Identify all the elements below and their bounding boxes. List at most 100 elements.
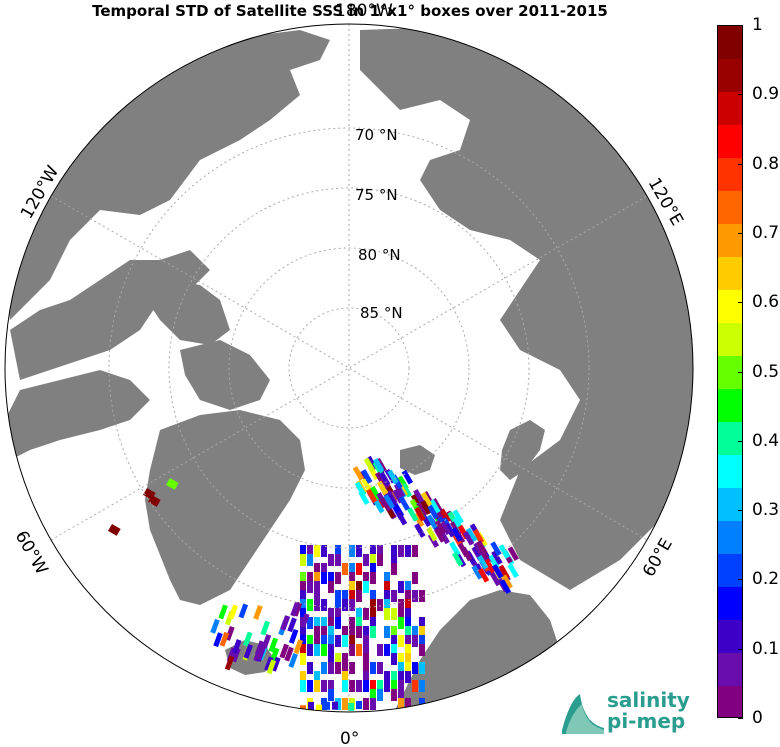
std-cell	[401, 469, 414, 485]
std-cell	[307, 617, 313, 629]
std-cell	[300, 613, 310, 629]
std-cell	[471, 564, 483, 580]
std-cell	[316, 704, 322, 712]
std-cell	[261, 633, 272, 649]
std-cell	[490, 541, 502, 556]
lon-label-180w: 180°W	[335, 1, 393, 21]
std-cell	[314, 563, 320, 575]
std-cell	[449, 541, 461, 557]
std-cell	[321, 680, 327, 692]
std-cell	[377, 689, 383, 701]
colorbar-segment	[718, 92, 742, 126]
std-cell	[405, 653, 411, 665]
std-cell	[363, 662, 369, 674]
std-cell	[342, 590, 348, 602]
std-cell	[321, 626, 327, 638]
std-cell	[363, 635, 369, 647]
colorbar-tick-mark	[738, 371, 743, 373]
std-cell	[342, 626, 348, 638]
colorbar-segment	[718, 488, 742, 522]
std-cell	[307, 635, 313, 647]
std-cell	[238, 603, 249, 619]
lat-label-75: 75 °N	[355, 186, 398, 204]
std-cell	[307, 644, 313, 656]
std-cell	[300, 626, 306, 638]
std-cell	[370, 698, 376, 710]
std-cell	[349, 590, 355, 602]
colorbar-tick-label: 0.3	[752, 500, 780, 521]
logo-line2: pi-mep	[607, 709, 686, 733]
std-cell	[266, 659, 277, 675]
map-boundary	[4, 23, 694, 713]
std-cell	[372, 714, 378, 722]
std-cell	[412, 635, 418, 647]
std-cell	[477, 554, 489, 570]
std-cell	[314, 635, 320, 647]
std-cell	[407, 507, 419, 522]
std-cell	[349, 545, 355, 557]
std-cell	[391, 680, 397, 692]
std-cell	[412, 626, 418, 638]
std-cell	[391, 545, 397, 557]
std-cell	[363, 644, 369, 656]
std-cell	[290, 601, 300, 617]
std-cell	[419, 644, 425, 656]
std-cell	[352, 466, 365, 481]
logo-line1: salinity	[607, 688, 690, 712]
colorbar-tick-mark	[738, 163, 743, 165]
std-cell	[335, 653, 341, 665]
colorbar-segment	[718, 224, 742, 258]
std-cell	[452, 509, 464, 525]
std-cell	[358, 490, 370, 506]
std-cell	[342, 698, 348, 710]
std-cell	[363, 680, 369, 692]
std-cell	[405, 608, 411, 620]
std-cell	[300, 545, 306, 557]
std-cell	[284, 646, 294, 662]
std-cell	[300, 635, 306, 647]
std-cell	[349, 680, 355, 692]
std-cell	[370, 617, 376, 629]
std-cell	[384, 599, 390, 611]
colorbar-tick-mark	[738, 440, 743, 442]
std-cell	[356, 617, 362, 629]
std-cell	[293, 639, 304, 655]
colorbar-tick-label: 0.5	[752, 361, 780, 382]
std-cell	[391, 626, 397, 638]
colorbar-segment	[718, 389, 742, 423]
std-cell	[398, 653, 404, 665]
std-cell	[224, 655, 235, 671]
std-cell	[314, 590, 320, 602]
std-cell	[398, 581, 404, 593]
std-cell	[412, 545, 418, 557]
std-cell	[335, 635, 341, 647]
colorbar-segment	[718, 455, 742, 489]
std-cell	[398, 617, 404, 629]
std-cell	[384, 671, 390, 683]
std-cell	[361, 469, 373, 484]
std-cell	[228, 604, 238, 620]
std-cell	[414, 523, 426, 538]
colorbar-tick-mark	[738, 579, 743, 581]
std-cell	[356, 644, 362, 656]
std-cell	[429, 498, 441, 514]
std-cell	[279, 643, 289, 659]
std-cell	[405, 671, 411, 683]
std-cell	[314, 599, 320, 611]
colorbar-segment	[718, 653, 742, 687]
colorbar-tick-label: 1	[752, 15, 763, 35]
std-cell	[165, 478, 179, 490]
std-cell	[391, 671, 397, 683]
std-cell	[426, 514, 438, 530]
std-cell	[321, 617, 327, 629]
colorbar-segment	[718, 620, 742, 654]
colorbar-tick-mark	[738, 25, 743, 26]
graticule	[50, 24, 648, 712]
std-cell	[356, 680, 362, 692]
std-cell	[300, 680, 306, 692]
std-cell	[300, 572, 306, 584]
std-cell	[384, 590, 390, 602]
std-cell	[349, 626, 355, 638]
std-cell	[363, 698, 369, 710]
std-cell	[342, 662, 348, 674]
